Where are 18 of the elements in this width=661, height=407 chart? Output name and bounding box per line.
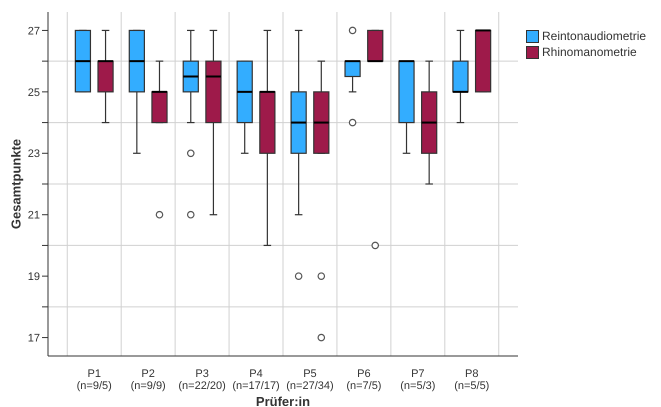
y-tick-label: 21 (28, 210, 40, 222)
y-tick-label: 27 (28, 25, 40, 38)
legend-label: Reintonaudiometrie (542, 28, 646, 44)
x-tick-label: P8 (n=5/5) (454, 368, 490, 392)
y-tick-label: 17 (28, 332, 40, 344)
x-tick-label: P1 (n=9/5) (76, 368, 112, 392)
x-tick-label: P5 (n=27/34) (286, 368, 334, 392)
x-tick-label: P7 (n=5/3) (400, 368, 436, 392)
y-tick-label: 25 (28, 86, 40, 99)
x-axis-title: Prüfer:in (256, 394, 310, 407)
y-axis-title: Gesamtpunkte (8, 138, 24, 230)
x-tick-label: P6 (n=7/5) (346, 368, 382, 392)
x-tick-label: P3 (n=22/20) (178, 368, 226, 392)
y-tick-label: 23 (28, 148, 40, 160)
x-tick-label: P2 (n=9/9) (130, 368, 166, 392)
x-tick-label: P4 (n=17/17) (232, 368, 280, 392)
legend-label: Rhinomanometrie (542, 44, 637, 60)
y-tick-label: 19 (28, 271, 40, 284)
